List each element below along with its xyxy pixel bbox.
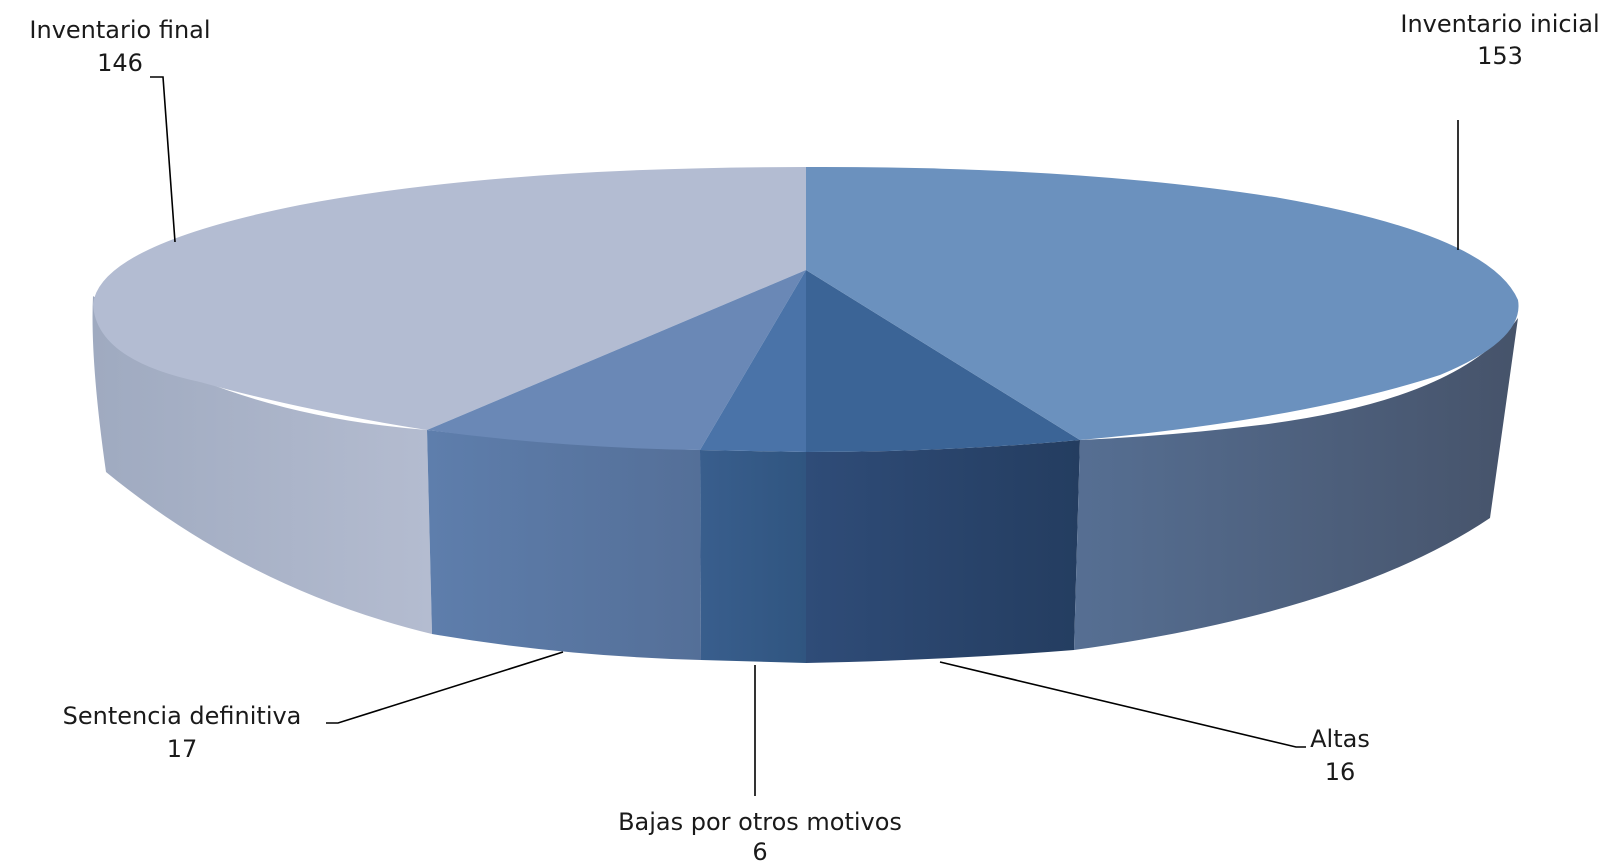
leader-line-sentencia-definitiva <box>326 651 564 724</box>
label-inventario-inicial: Inventario inicial <box>1400 10 1599 38</box>
slice-inventario-inicial <box>806 166 1519 440</box>
slice-inventario-final <box>93 167 806 430</box>
label-bajas-otros-motivos: Bajas por otros motivos <box>618 808 902 836</box>
slice-altas <box>806 270 1080 452</box>
slice-bajas-otros-motivos <box>700 270 806 452</box>
label-inventario-final: Inventario final <box>29 16 210 44</box>
value-bajas-otros-motivos: 6 <box>752 838 767 865</box>
value-altas: 16 <box>1325 758 1356 786</box>
label-sentencia-definitiva: Sentencia definitiva <box>63 702 302 730</box>
value-inventario-final: 146 <box>97 49 143 77</box>
value-inventario-inicial: 153 <box>1477 42 1523 70</box>
slice-sentencia-definitiva-side <box>427 430 701 660</box>
label-altas: Altas <box>1310 725 1370 753</box>
leader-line-altas <box>939 661 1306 748</box>
slice-inventario-inicial-side <box>1074 318 1518 650</box>
slice-sentencia-definitiva <box>427 270 806 450</box>
value-sentencia-definitiva: 17 <box>167 735 198 763</box>
slice-bajas-otros-motivos-side <box>700 450 806 663</box>
slice-altas-side <box>806 440 1080 663</box>
slice-inventario-final-side <box>92 296 433 634</box>
leader-line-inventario-final <box>150 76 176 243</box>
